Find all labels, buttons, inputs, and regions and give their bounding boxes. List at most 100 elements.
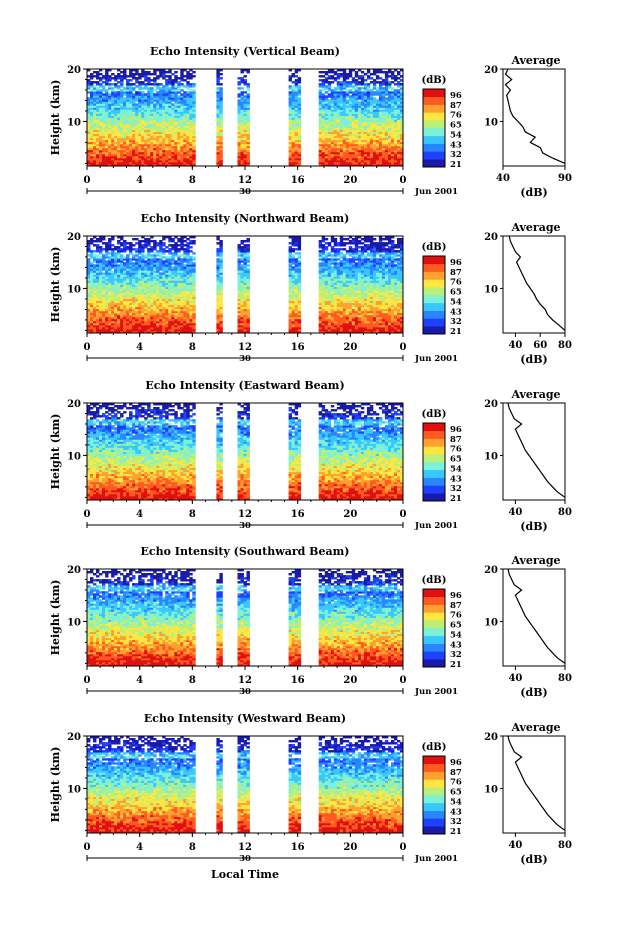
heatmap-cell — [342, 85, 347, 88]
heatmap-cell — [186, 129, 190, 132]
heatmap-cell — [237, 137, 241, 141]
heatmap-cell — [135, 115, 139, 118]
heatmap-cell — [87, 143, 91, 147]
heatmap-cell — [171, 85, 175, 88]
heatmap-cell — [240, 141, 244, 145]
heatmap-cell — [90, 153, 94, 157]
heatmap-cell — [384, 93, 389, 96]
heatmap-cell — [291, 113, 295, 116]
heatmap-cell — [126, 123, 130, 126]
heatmap-cell — [126, 107, 130, 110]
heatmap-cell — [156, 290, 160, 293]
heatmap-cell — [123, 105, 127, 108]
heatmap-cell — [132, 157, 136, 161]
heatmap-cell — [321, 93, 326, 96]
heatmap-cell — [336, 151, 341, 155]
heatmap-cell — [186, 141, 190, 145]
heatmap-cell — [177, 77, 181, 80]
heatmap-cell — [132, 162, 136, 165]
heatmap-cell — [120, 308, 124, 312]
heatmap-cell — [339, 123, 344, 126]
heatmap-cell — [162, 260, 166, 263]
heatmap-cell — [388, 75, 392, 78]
heatmap-cell — [294, 81, 299, 84]
heatmap-cell — [102, 260, 106, 263]
heatmap-cell — [123, 139, 127, 143]
heatmap-cell — [183, 308, 187, 312]
heatmap-cell — [96, 111, 100, 114]
heatmap-cell — [96, 123, 100, 126]
heatmap-cell — [102, 153, 106, 157]
heatmap-cell — [87, 129, 91, 132]
heatmap-cell — [99, 69, 103, 72]
heatmap-cell — [111, 105, 115, 108]
heatmap-cell — [243, 113, 247, 116]
heatmap-cell — [348, 123, 353, 126]
heatmap-cell — [102, 308, 106, 312]
heatmap-cell — [114, 97, 118, 100]
heatmap-cell — [156, 133, 160, 137]
heatmap-cell — [96, 91, 100, 94]
heatmap-cell — [156, 111, 160, 114]
heatmap-cell — [111, 73, 115, 76]
heatmap-cell — [159, 157, 163, 161]
heatmap-cell — [120, 115, 124, 118]
heatmap-cell — [360, 141, 365, 145]
heatmap-cell — [90, 73, 94, 76]
heatmap-cell — [168, 83, 172, 86]
heatmap-cell — [123, 147, 127, 151]
heatmap-cell — [99, 97, 103, 100]
heatmap-cell — [111, 131, 115, 134]
heatmap-cell — [171, 155, 175, 159]
heatmap-cell — [132, 117, 136, 120]
heatmap-cell — [159, 240, 163, 243]
heatmap-cell — [105, 131, 109, 134]
heatmap-cell — [126, 246, 130, 249]
heatmap-cell — [168, 280, 172, 283]
heatmap-cell — [288, 109, 292, 112]
heatmap-cell — [156, 159, 160, 163]
heatmap-cell — [381, 93, 386, 96]
heatmap-cell — [246, 133, 250, 137]
heatmap-cell — [120, 85, 124, 88]
heatmap-cell — [388, 133, 392, 137]
heatmap-cell — [183, 97, 187, 100]
heatmap-cell — [120, 123, 124, 126]
heatmap-cell — [135, 107, 139, 110]
heatmap-cell — [216, 99, 220, 102]
heatmap-cell — [237, 139, 241, 143]
heatmap-cell — [168, 105, 172, 108]
heatmap-cell — [96, 162, 100, 165]
heatmap-cell — [177, 81, 181, 84]
heatmap-cell — [180, 107, 184, 110]
heatmap-cell — [237, 157, 241, 161]
heatmap-cell — [105, 117, 109, 120]
heatmap-cell — [363, 151, 368, 155]
heatmap-cell — [159, 103, 163, 106]
heatmap-cell — [108, 121, 112, 124]
heatmap-cell — [156, 99, 160, 102]
heatmap-cell — [144, 153, 148, 157]
heatmap-cell — [162, 139, 166, 143]
heatmap-cell — [186, 139, 190, 143]
heatmap-cell — [132, 238, 136, 241]
heatmap-cell — [102, 162, 106, 165]
heatmap-cell — [159, 139, 163, 143]
heatmap-cell — [243, 81, 247, 84]
heatmap-cell — [138, 135, 142, 139]
heatmap-cell — [288, 149, 292, 153]
heatmap-cell — [394, 93, 398, 96]
heatmap-cell — [138, 252, 142, 255]
heatmap-cell — [96, 164, 100, 167]
heatmap-cell — [291, 101, 295, 104]
heatmap-cell — [144, 85, 148, 88]
heatmap-cell — [120, 107, 124, 110]
heatmap-cell — [129, 308, 133, 312]
heatmap-cell — [144, 329, 148, 332]
heatmap-cell — [144, 149, 148, 153]
heatmap-cell — [219, 252, 223, 255]
heatmap-cell — [93, 141, 97, 145]
heatmap-cell — [192, 109, 196, 112]
heatmap-cell — [147, 89, 151, 92]
